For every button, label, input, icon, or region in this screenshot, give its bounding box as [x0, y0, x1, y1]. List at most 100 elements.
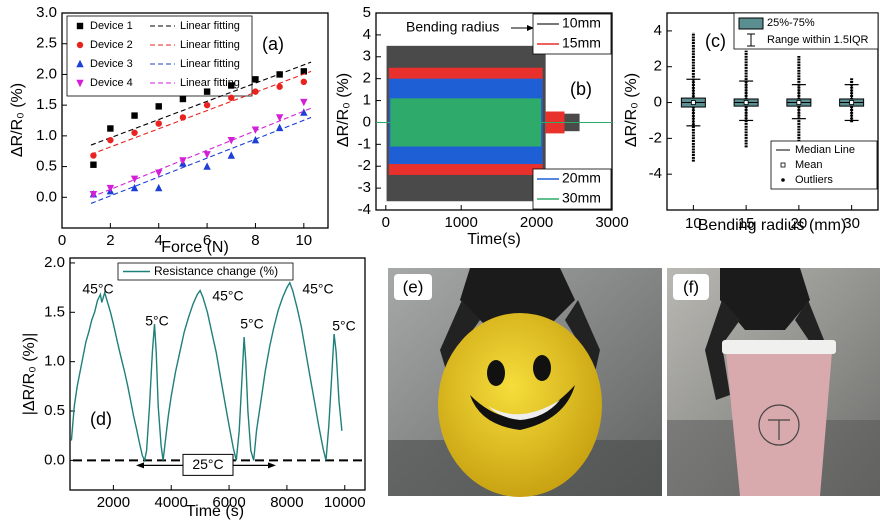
label-box [182, 453, 234, 476]
x-tick-label: 0 [382, 214, 390, 231]
legend-box [532, 13, 612, 55]
fit-line [90, 107, 312, 198]
data-point [90, 161, 97, 168]
x-tick-label: 6 [203, 232, 211, 249]
data-point [203, 162, 211, 170]
data-point [300, 98, 308, 107]
y-axis-title: |ΔR/R₀ (%)| [21, 333, 38, 416]
photo-label: (f) [683, 277, 699, 296]
y-axis-title: ΔR/R₀ (%) [335, 73, 352, 147]
data-point [131, 112, 138, 119]
annotation: 45°C [302, 281, 333, 297]
y-tick-label: 2 [363, 70, 371, 87]
annotation: 25°C [192, 456, 223, 472]
photo-f [667, 268, 880, 496]
data-point [107, 136, 114, 144]
legend-label: Linear fitting [180, 20, 240, 32]
y-tick-label: 0.0 [44, 451, 65, 468]
data-point [227, 136, 235, 145]
fit-line [90, 61, 312, 146]
x-tick-label: 8000 [270, 494, 303, 511]
data-point [155, 120, 162, 127]
y-tick-label: 0.0 [36, 188, 57, 205]
legend-label: Outliers [795, 174, 833, 186]
y-tick-label: -2 [358, 157, 371, 174]
y-tick-label: 1.0 [44, 353, 65, 370]
y-tick-label: 2.0 [36, 65, 57, 82]
annotation: Bending radius [406, 19, 499, 35]
x-axis-title: Time (s) [186, 503, 244, 520]
legend-label: Linear fitting [180, 39, 240, 51]
legend-label: Device 1 [90, 20, 133, 32]
y-axis-title: ΔR/R₀ (%) [9, 83, 26, 157]
arrow-head [136, 462, 144, 469]
data-point [203, 101, 211, 109]
x-tick-label: 2000 [520, 214, 553, 231]
legend-marker [76, 79, 84, 88]
mean [849, 100, 855, 105]
data-point [251, 135, 260, 144]
plot-frame [69, 257, 366, 491]
legend-label: 30mm [562, 190, 601, 206]
data-point [130, 175, 139, 184]
legend-marker [76, 22, 84, 30]
data-point [300, 108, 308, 116]
legend-box [532, 168, 612, 210]
data-point [155, 183, 163, 192]
fit-line [90, 116, 312, 204]
data-point [89, 191, 98, 199]
y-tick-label: 2.0 [44, 254, 65, 271]
legend-label: Resistance change (%) [154, 264, 278, 278]
fit-line [90, 70, 312, 155]
y-tick-label: 0 [363, 113, 371, 130]
note-bg [404, 19, 516, 37]
legend-label: Mean [795, 159, 823, 171]
photo-label: (e) [403, 277, 424, 296]
y-tick-label: 3.0 [36, 4, 57, 21]
y-tick-label: 1.0 [36, 127, 57, 144]
legend-label: 20mm [562, 170, 601, 186]
photo-labels: (e) (f) [394, 274, 709, 300]
x-tick-label: 30 [843, 215, 860, 232]
data-point [107, 125, 114, 132]
y-axis-title: ΔR/R₀ (%) [623, 73, 640, 147]
legend-label: Device 4 [90, 77, 133, 89]
legend-marker [76, 59, 84, 68]
y-tick-label: 5 [363, 4, 371, 21]
data-point [276, 71, 283, 78]
legend-label: Median Line [795, 144, 855, 156]
legend-swatch [738, 17, 764, 30]
data-line [70, 281, 343, 463]
annotation: 45°C [82, 281, 113, 297]
x-tick-label: 3000 [595, 214, 628, 231]
data-point [228, 82, 235, 89]
x-tick-label: 4 [155, 232, 163, 249]
data-point [252, 88, 259, 95]
data-point [203, 88, 211, 95]
legend-label: Range within 1.5IQR [767, 34, 869, 46]
data-point [275, 114, 284, 122]
legend-label: Device 2 [90, 39, 133, 51]
y-tick-label: 4 [363, 26, 371, 43]
data-point [179, 114, 187, 121]
x-axis-title: Bending radius (mm) [698, 217, 847, 234]
legend-marker [76, 41, 84, 49]
y-tick-label: -4 [358, 201, 371, 218]
legend-whisker [747, 33, 755, 47]
data-point [300, 78, 308, 86]
photo-e [388, 268, 662, 497]
x-tick-label: 1000 [445, 214, 478, 231]
panel-label: (b) [570, 79, 592, 99]
data-point [300, 68, 308, 75]
y-tick-label: -3 [358, 179, 371, 196]
x-tick-label: 10 [295, 232, 312, 249]
y-tick-label: 1.5 [44, 303, 65, 320]
x-tick-label: 15 [738, 215, 755, 232]
data-point [275, 123, 284, 132]
data-point [155, 103, 162, 110]
data-point [90, 152, 97, 159]
panel-label: (d) [90, 409, 112, 429]
x-tick-label: 2000 [97, 494, 130, 511]
legend-label: Linear fitting [180, 77, 240, 89]
